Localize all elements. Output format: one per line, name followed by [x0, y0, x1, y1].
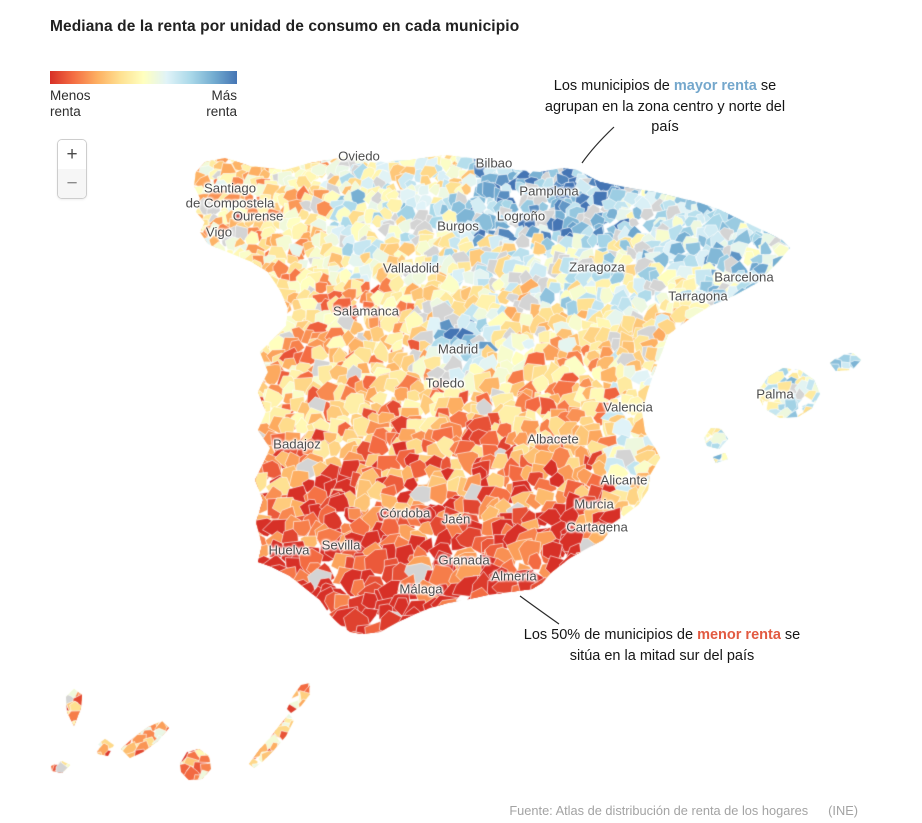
zoom-in-button[interactable]: +	[58, 140, 86, 169]
legend-high-label: Más renta	[206, 88, 237, 119]
legend-gradient-bar	[50, 71, 237, 84]
annotation-top-prefix: Los municipios de	[553, 78, 674, 94]
page-title: Mediana de la renta por unidad de consum…	[50, 18, 520, 35]
annotation-top-suffix: se agrupan en la zona centro y norte del…	[544, 78, 786, 136]
annotation-bottom-suffix: se sitúa en la mitad sur del país	[569, 627, 801, 664]
legend-labels: Menos renta Más renta	[50, 88, 237, 119]
source-text: Fuente: Atlas de distribución de renta d…	[509, 803, 809, 818]
annotation-top-highlight: mayor renta	[673, 78, 757, 94]
annotation-bottom-prefix: Los 50% de municipios de	[523, 627, 698, 643]
legend-low-label: Menos renta	[50, 88, 91, 119]
zoom-out-button[interactable]: −	[58, 169, 86, 198]
ourense-marker	[235, 212, 244, 221]
source-ine: (INE)	[828, 803, 858, 818]
map-zoom-control: + −	[57, 139, 87, 199]
color-legend: Menos renta Más renta	[50, 71, 237, 119]
source-attribution: Fuente: Atlas de distribución de renta d…	[0, 803, 858, 818]
annotation-low-income: Los 50% de municipios de menor renta se …	[512, 625, 812, 666]
annotation-bottom-highlight: menor renta	[697, 627, 781, 643]
annotation-high-income: Los municipios de mayor renta se agrupan…	[530, 76, 800, 138]
